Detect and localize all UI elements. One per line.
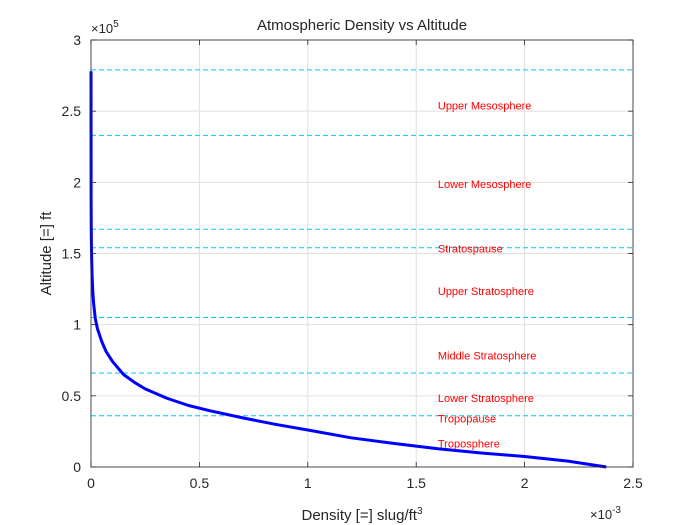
- chart-title: Atmospheric Density vs Altitude: [257, 17, 467, 34]
- y-tick-label: 0: [73, 459, 81, 475]
- density-curve: [89, 71, 607, 469]
- y-exponent-base: ×10: [91, 21, 113, 36]
- layer-annotation: Middle Stratosphere: [438, 350, 536, 362]
- layer-annotation: Lower Stratosphere: [438, 393, 534, 405]
- x-tick-label: 1.5: [406, 475, 426, 491]
- y-axis-exponent: ×105: [91, 19, 119, 36]
- x-axis-label-text: Density [=] slug/ft: [301, 507, 417, 524]
- layer-annotation: Upper Stratosphere: [438, 286, 534, 298]
- layer-boundaries: [91, 69, 633, 417]
- layer-annotation: Troposphere: [438, 439, 500, 451]
- layer-annotation: Lower Mesosphere: [438, 179, 532, 191]
- y-tick-label: 0.5: [62, 388, 82, 404]
- y-axis-ticks: 0 0.5 1 1.5 2 2.5 3: [62, 32, 633, 475]
- x-tick-label: 2.5: [623, 475, 643, 491]
- x-axis-exponent: ×10-3: [590, 505, 621, 522]
- x-tick-label: 0.5: [190, 475, 210, 491]
- y-tick-label: 1.5: [62, 246, 82, 262]
- y-tick-label: 2: [73, 174, 81, 190]
- x-tick-label: 2: [521, 475, 529, 491]
- y-tick-label: 2.5: [62, 103, 82, 119]
- x-axis-label-superscript: 3: [417, 506, 423, 517]
- y-tick-label: 1: [73, 317, 81, 333]
- x-exponent-base: ×10: [590, 507, 612, 522]
- y-axis-label: Altitude [=] ft: [38, 211, 55, 296]
- x-exponent-power: -3: [612, 505, 621, 516]
- layer-annotation: Tropopause: [438, 414, 496, 426]
- x-tick-label: 1: [304, 475, 312, 491]
- layer-annotation: Upper Mesosphere: [438, 100, 532, 112]
- layer-annotations: Troposphere Tropopause Lower Stratosphere M…: [438, 100, 536, 450]
- x-axis-ticks: 0 0.5 1 1.5 2 2.5: [87, 40, 643, 491]
- x-axis-label: Density [=] slug/ft3: [301, 506, 422, 524]
- y-exponent-power: 5: [113, 19, 119, 30]
- series-group: [89, 71, 607, 469]
- layer-annotation: Stratospause: [438, 244, 503, 256]
- y-tick-label: 3: [73, 32, 81, 48]
- x-tick-label: 0: [87, 475, 95, 491]
